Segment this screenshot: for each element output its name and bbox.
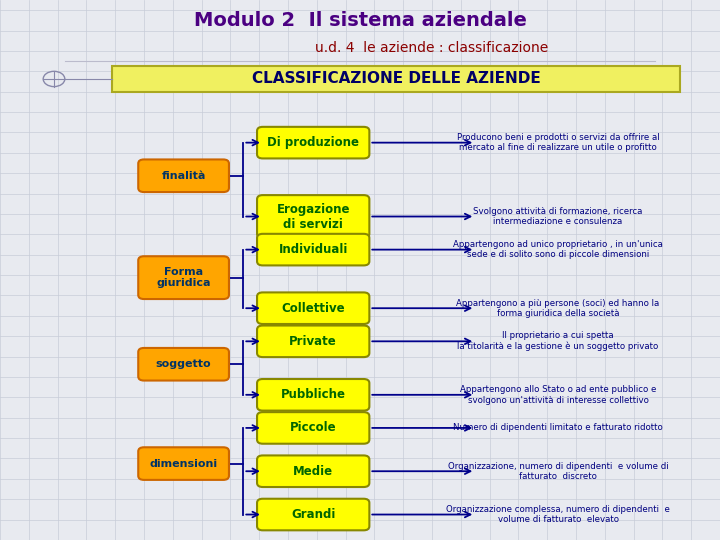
FancyBboxPatch shape [257,379,369,410]
Text: Appartengono allo Stato o ad ente pubblico e
svolgono un'attività di interesse c: Appartengono allo Stato o ad ente pubbli… [460,385,656,404]
Text: u.d. 4  le aziende : classificazione: u.d. 4 le aziende : classificazione [315,42,549,56]
FancyBboxPatch shape [257,455,369,487]
Text: Modulo 2  Il sistema aziendale: Modulo 2 Il sistema aziendale [194,11,526,30]
Text: Numero di dipendenti limitato e fatturato ridotto: Numero di dipendenti limitato e fatturat… [453,423,663,433]
Text: Forma
giuridica: Forma giuridica [156,267,211,288]
Text: CLASSIFICAZIONE DELLE AZIENDE: CLASSIFICAZIONE DELLE AZIENDE [251,71,541,86]
Text: Di produzione: Di produzione [267,136,359,149]
FancyBboxPatch shape [138,159,229,192]
Text: Appartengono ad unico proprietario , in un'unica
sede e di solito sono di piccol: Appartengono ad unico proprietario , in … [453,240,663,259]
FancyBboxPatch shape [257,499,369,530]
Text: Erogazione
di servizi: Erogazione di servizi [276,202,350,231]
Text: Il proprietario a cui spetta
la titolarità e la gestione è un soggetto privato: Il proprietario a cui spetta la titolari… [457,332,659,352]
Text: Organizzazione complessa, numero di dipendenti  e
volume di fatturato  elevato: Organizzazione complessa, numero di dipe… [446,505,670,524]
Text: Individuali: Individuali [279,243,348,256]
FancyBboxPatch shape [257,412,369,444]
Text: soggetto: soggetto [156,359,212,369]
Text: Collettive: Collettive [282,302,345,315]
FancyBboxPatch shape [257,195,369,238]
Text: dimensioni: dimensioni [150,458,217,469]
FancyBboxPatch shape [257,234,369,266]
FancyBboxPatch shape [138,447,229,480]
Text: finalità: finalità [161,171,206,181]
Text: Organizzazione, numero di dipendenti  e volume di
fatturato  discreto: Organizzazione, numero di dipendenti e v… [448,462,668,481]
Text: Grandi: Grandi [291,508,336,521]
FancyBboxPatch shape [257,293,369,324]
Text: Pubbliche: Pubbliche [281,388,346,401]
Text: Medie: Medie [293,465,333,478]
FancyBboxPatch shape [138,348,229,381]
FancyBboxPatch shape [112,66,680,92]
Text: Piccole: Piccole [290,421,336,434]
Text: Private: Private [289,335,337,348]
FancyBboxPatch shape [257,326,369,357]
FancyBboxPatch shape [257,127,369,158]
Text: Producono beni e prodotti o servizi da offrire al
mercato al fine di realizzare : Producono beni e prodotti o servizi da o… [456,133,660,152]
Text: Svolgono attività di formazione, ricerca
intermediazione e consulenza: Svolgono attività di formazione, ricerca… [473,207,643,226]
FancyBboxPatch shape [138,256,229,299]
Text: Appartengono a più persone (soci) ed hanno la
forma giuridica della società: Appartengono a più persone (soci) ed han… [456,299,660,318]
